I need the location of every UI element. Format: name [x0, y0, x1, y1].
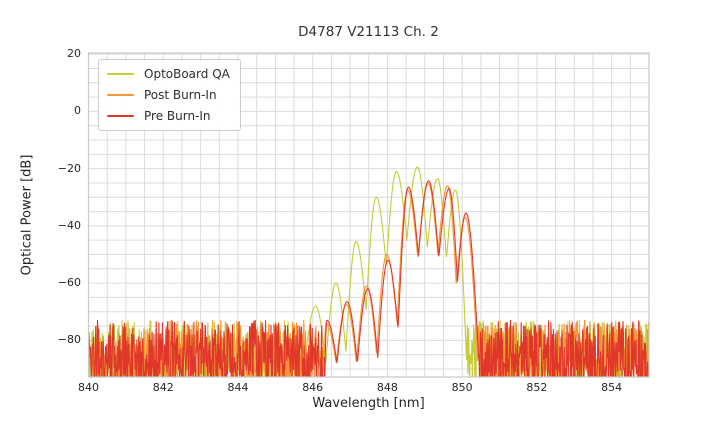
x-tick-label: 842	[152, 381, 174, 394]
series-line-pre-burn-in	[88, 180, 649, 377]
x-tick-label: 850	[451, 381, 473, 394]
x-tick-label: 840	[78, 381, 99, 394]
y-tick-label: −20	[57, 161, 81, 175]
x-tick-label: 846	[302, 381, 324, 394]
legend-line-swatch	[107, 114, 134, 118]
x-axis-label: Wavelength [nm]	[312, 396, 425, 411]
x-tick-label: 848	[376, 381, 398, 394]
y-tick-label: −80	[57, 333, 81, 347]
legend-label: Pre Burn-In	[144, 109, 211, 123]
x-tick-label: 844	[227, 381, 249, 394]
y-tick-label: −60	[57, 276, 81, 290]
x-tick-label: 854	[601, 381, 623, 394]
y-axis-label: Optical Power [dB]	[19, 154, 35, 276]
legend-line-swatch	[107, 93, 134, 97]
legend-box: OptoBoard QA Post Burn-In Pre Burn-In	[98, 59, 241, 131]
legend-line-swatch	[107, 72, 134, 76]
y-tick-label: −40	[57, 218, 81, 232]
y-tick-label: 0	[74, 104, 81, 118]
legend-item-optoboard-qa: OptoBoard QA	[107, 67, 230, 81]
x-tick-label: 852	[526, 381, 548, 394]
legend-item-post-burn-in: Post Burn-In	[107, 88, 230, 102]
legend-label: OptoBoard QA	[144, 67, 230, 81]
chart-title: D4787 V21113 Ch. 2	[298, 24, 439, 40]
y-tick-label: 20	[67, 47, 81, 61]
legend-label: Post Burn-In	[144, 88, 217, 102]
legend-item-pre-burn-in: Pre Burn-In	[107, 109, 230, 123]
